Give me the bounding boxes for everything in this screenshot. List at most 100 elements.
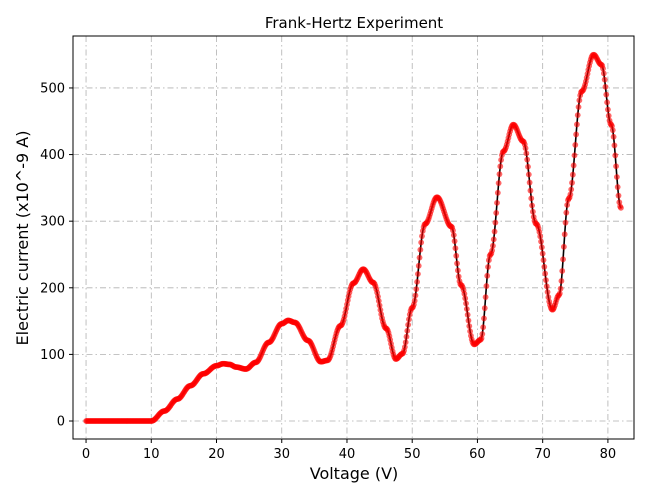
data-point	[529, 202, 535, 209]
data-point	[613, 163, 619, 170]
data-point	[526, 179, 533, 186]
data-point	[467, 328, 473, 335]
data-point	[568, 186, 575, 193]
data-point	[613, 174, 620, 180]
data-point	[465, 317, 472, 324]
data-point	[609, 127, 616, 134]
data-point	[481, 305, 488, 312]
data-point	[543, 283, 550, 290]
x-axis-label: Voltage (V)	[310, 464, 399, 483]
data-point	[404, 327, 411, 334]
data-point	[542, 270, 549, 277]
data-point	[480, 324, 487, 331]
data-point	[490, 236, 497, 243]
data-point	[463, 306, 470, 312]
data-point	[604, 99, 610, 106]
data-point	[375, 293, 381, 300]
data-point	[375, 298, 382, 304]
data-point	[451, 238, 458, 245]
data-series	[83, 51, 624, 424]
data-point	[463, 300, 469, 307]
data-point	[403, 333, 410, 340]
data-point	[450, 227, 456, 234]
data-point	[416, 254, 423, 261]
chart-title: Frank-Hertz Experiment	[265, 14, 443, 32]
y-tick-label: 100	[40, 348, 65, 363]
data-point	[570, 162, 577, 169]
data-point	[377, 307, 384, 313]
y-tick-label: 300	[40, 215, 65, 230]
data-point	[576, 97, 583, 104]
x-tick-label: 40	[339, 447, 356, 462]
data-point	[525, 171, 532, 178]
data-point	[529, 208, 536, 215]
data-point	[525, 163, 531, 170]
x-tick-label: 30	[273, 447, 290, 462]
data-point	[453, 252, 460, 259]
data-point	[450, 232, 457, 238]
data-point	[560, 243, 567, 250]
data-point	[602, 83, 609, 90]
data-point	[567, 191, 574, 198]
data-point	[494, 189, 501, 196]
data-point	[498, 157, 504, 163]
data-point	[528, 195, 535, 202]
data-point	[402, 339, 409, 346]
data-point	[561, 231, 568, 238]
data-point	[569, 171, 576, 178]
data-point	[454, 267, 461, 274]
data-point	[494, 199, 500, 206]
data-point	[611, 142, 618, 149]
x-tick-label: 50	[404, 447, 421, 462]
data-point	[483, 283, 490, 289]
data-point	[573, 131, 580, 138]
data-point	[405, 321, 412, 328]
data-point	[485, 264, 491, 270]
data-point	[484, 272, 491, 279]
data-point	[538, 244, 545, 251]
data-point	[524, 156, 531, 163]
data-point	[605, 106, 611, 113]
data-point	[557, 285, 564, 292]
data-point	[605, 112, 612, 119]
data-point	[560, 256, 566, 263]
data-point	[497, 163, 504, 170]
data-point	[493, 210, 500, 216]
data-point	[601, 76, 608, 83]
y-tick-label: 200	[40, 281, 65, 296]
data-point	[401, 344, 408, 350]
y-tick-label: 500	[40, 81, 65, 96]
data-point	[455, 273, 462, 280]
data-point	[489, 247, 496, 254]
data-point	[558, 278, 565, 284]
data-point	[412, 292, 419, 299]
data-point	[452, 245, 459, 252]
data-point	[464, 311, 471, 318]
data-point	[417, 246, 424, 253]
data-point	[543, 277, 549, 283]
data-point	[545, 294, 552, 301]
data-point	[491, 228, 498, 235]
data-point	[490, 242, 496, 249]
x-tick-label: 10	[143, 447, 160, 462]
data-point	[569, 179, 575, 186]
y-tick-label: 0	[57, 415, 65, 430]
data-point	[556, 290, 563, 297]
data-point	[466, 323, 473, 330]
data-point	[496, 171, 503, 178]
data-point	[562, 219, 569, 226]
data-point	[603, 91, 610, 98]
data-point	[482, 294, 489, 301]
data-point	[600, 65, 606, 72]
data-point	[462, 295, 469, 302]
data-point	[541, 263, 548, 270]
data-point	[411, 297, 418, 304]
data-point	[538, 238, 544, 245]
data-point	[376, 302, 383, 309]
data-point	[615, 192, 622, 199]
data-point	[419, 233, 425, 240]
x-tick-label: 70	[534, 447, 551, 462]
data-point	[564, 202, 571, 208]
data-point	[571, 152, 578, 159]
